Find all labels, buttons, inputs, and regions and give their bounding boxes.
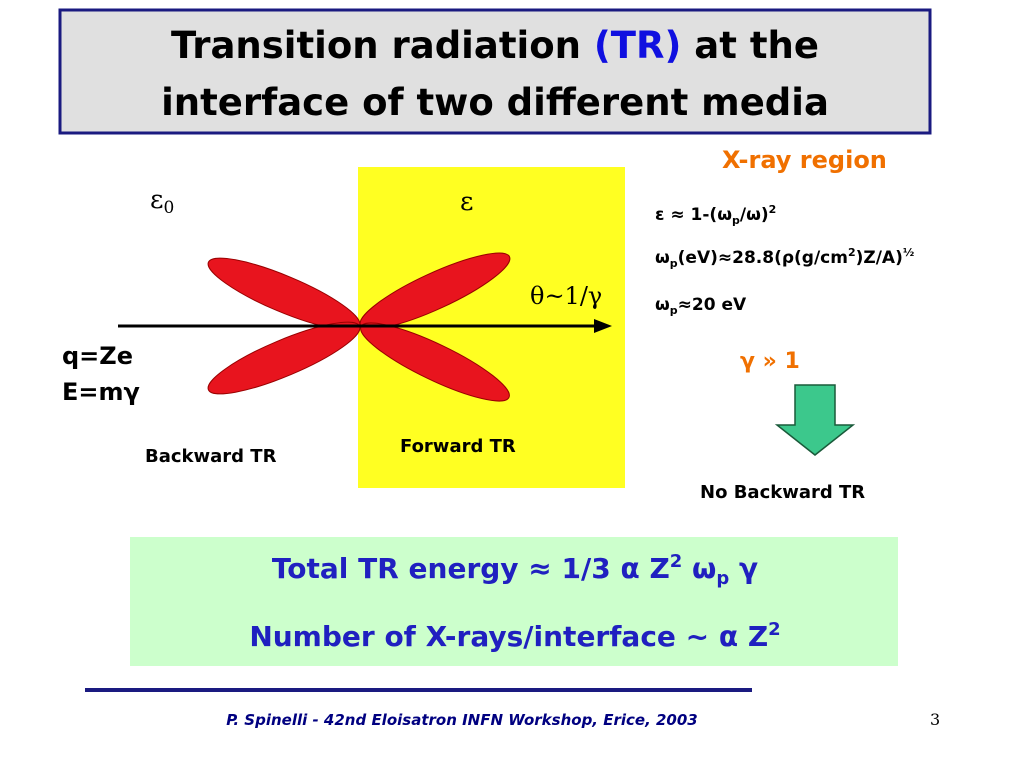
formula: ωp(eV)≈28.8(ρ(g/cm2)Z/A)½ — [655, 246, 914, 270]
superscript: 2 — [848, 246, 856, 259]
formula-text: (eV)≈28.8(ρ(g/cm — [678, 248, 848, 268]
backward-label: Backward TR — [145, 446, 277, 467]
superscript: 2 — [769, 203, 777, 216]
page-number: 3 — [930, 710, 940, 729]
summary-text: γ — [729, 552, 758, 585]
angle-label: θ~1/γ — [530, 282, 602, 310]
formula-text: ω — [655, 248, 670, 268]
formula: ωp≈20 eV — [655, 295, 747, 317]
subscript: p — [670, 304, 678, 317]
medium-right-label: ε — [460, 187, 473, 217]
summary-line: Total TR energy ≈ 1/3 α Z2 ωp γ — [272, 551, 758, 589]
subscript: p — [670, 257, 678, 270]
arrow-head — [594, 319, 612, 333]
conclusion: No Backward TR — [700, 482, 865, 503]
energy-label: E=mγ — [62, 378, 140, 406]
title-highlight: (TR) — [594, 24, 682, 67]
summary-line: Number of X-rays/interface ~ α Z2 — [249, 619, 780, 653]
title-line: Transition radiation (TR) at the — [171, 24, 819, 67]
condition: γ » 1 — [740, 349, 800, 374]
forward-label: Forward TR — [400, 436, 516, 457]
superscript: 2 — [768, 619, 781, 640]
formula: ε ≈ 1-(ωp/ω)2 — [655, 203, 776, 227]
formula-text: ω — [655, 295, 670, 315]
down-arrow — [774, 384, 856, 456]
formula-text: )Z/A) — [856, 248, 903, 268]
subscript: p — [716, 568, 729, 589]
xray-heading: X-ray region — [722, 146, 887, 174]
lobes — [207, 252, 511, 402]
superscript: ½ — [903, 246, 914, 259]
title-text: Transition radiation — [171, 24, 594, 67]
footer-credit: P. Spinelli - 42nd Eloisatron INFN Works… — [226, 711, 698, 729]
formula-text: ε ≈ 1-(ω — [655, 205, 732, 225]
formula-text: /ω) — [740, 205, 769, 225]
subscript: p — [732, 214, 740, 227]
title-box — [58, 8, 932, 135]
charge-label: q=Ze — [62, 342, 133, 370]
symbol: ε — [150, 185, 163, 215]
summary-text: Number of X-rays/interface ~ α Z — [249, 620, 768, 653]
medium-left-label: ε0 — [150, 185, 174, 218]
superscript: 2 — [670, 551, 683, 572]
subscript: 0 — [163, 198, 174, 218]
summary-text: ω — [682, 552, 716, 585]
title-line: interface of two different media — [161, 81, 829, 124]
formula-text: ≈20 eV — [678, 295, 747, 315]
title-text: at the — [681, 24, 819, 67]
summary-text: Total TR energy ≈ 1/3 α Z — [272, 552, 670, 585]
summary-box — [130, 537, 898, 666]
